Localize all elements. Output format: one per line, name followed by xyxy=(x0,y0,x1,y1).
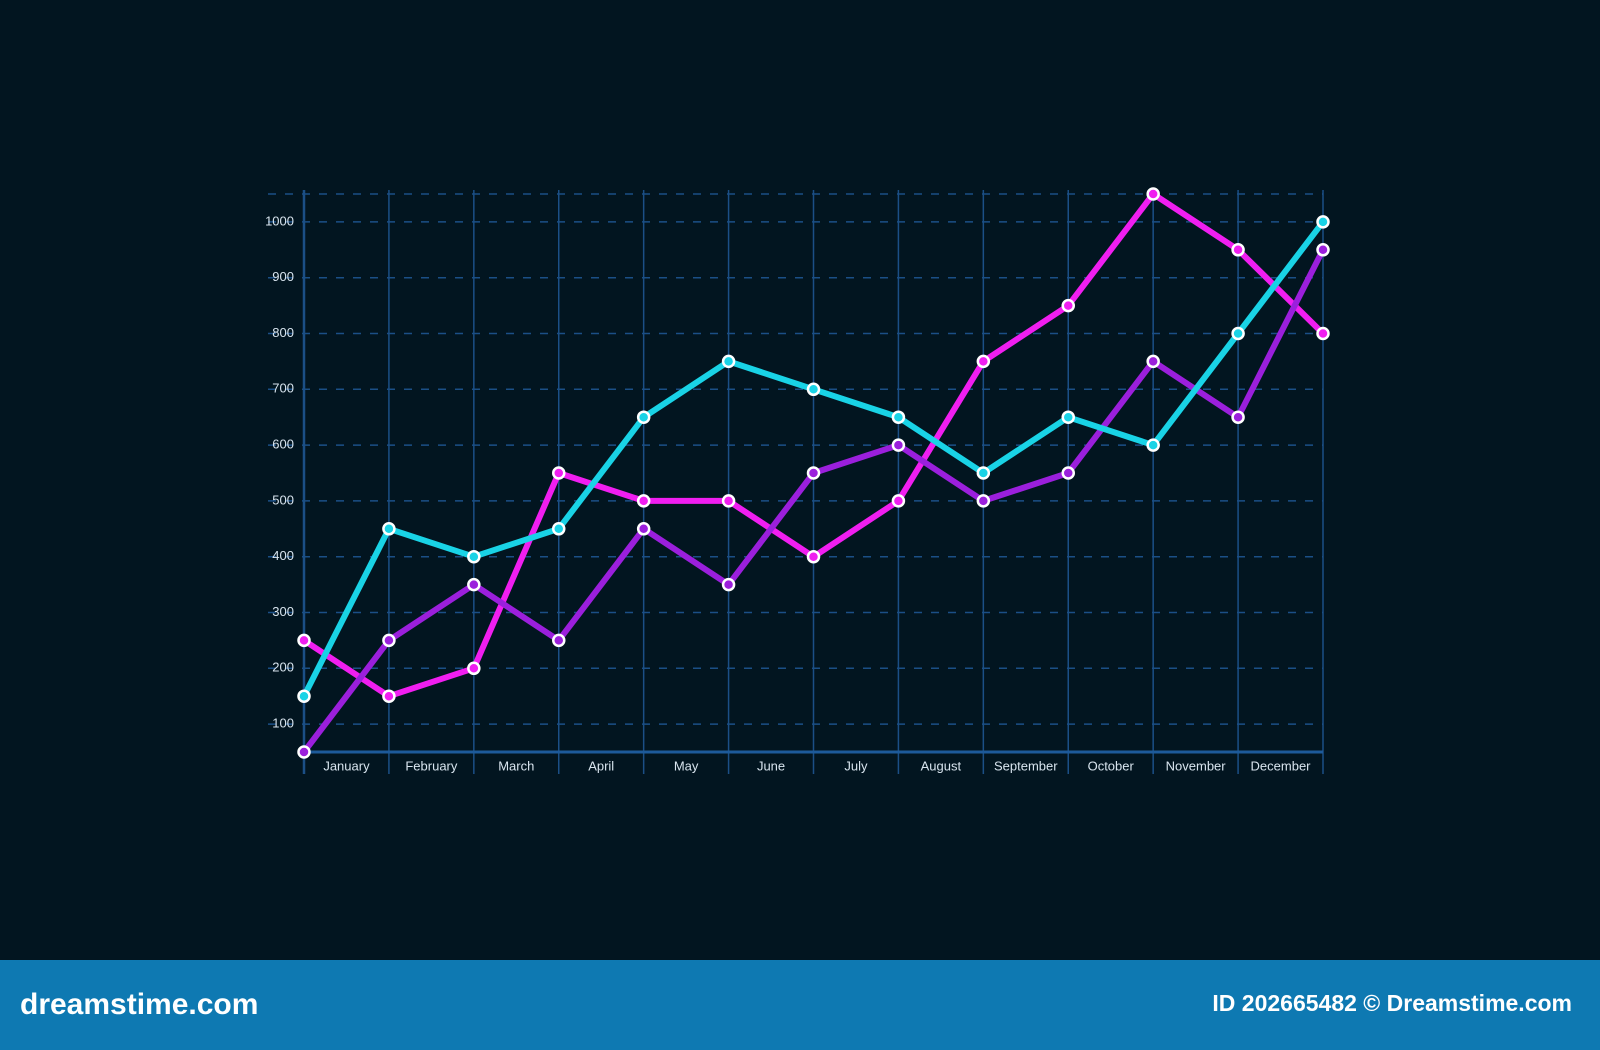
x-tick-label: August xyxy=(921,758,962,773)
point xyxy=(806,549,821,564)
point xyxy=(467,549,481,564)
point xyxy=(1146,438,1160,452)
point xyxy=(1061,298,1075,313)
x-tick-label: September xyxy=(994,758,1058,773)
point xyxy=(1316,215,1330,229)
point xyxy=(806,382,821,397)
point xyxy=(1316,243,1330,257)
x-tick-label: October xyxy=(1088,758,1135,773)
x-tick-label: April xyxy=(588,758,614,773)
point xyxy=(1146,187,1160,201)
y-tick-label: 900 xyxy=(272,269,294,284)
point xyxy=(976,494,991,508)
x-tick-label: March xyxy=(498,758,534,773)
x-tick-label: January xyxy=(323,758,370,773)
point xyxy=(891,410,906,424)
point xyxy=(382,522,396,536)
y-tick-label: 600 xyxy=(272,437,294,452)
point xyxy=(297,633,311,648)
point xyxy=(1316,326,1330,341)
y-tick-label: 1000 xyxy=(265,213,294,228)
x-tick-label: December xyxy=(1251,758,1312,773)
footer-brand: dreamstime.com xyxy=(20,988,259,1021)
point xyxy=(552,522,566,536)
point xyxy=(467,661,481,676)
point xyxy=(976,466,991,480)
point xyxy=(721,354,736,369)
point xyxy=(1231,410,1245,424)
point xyxy=(636,410,651,424)
x-tick-label: February xyxy=(405,758,458,773)
y-tick-label: 200 xyxy=(272,660,294,675)
y-tick-label: 100 xyxy=(272,716,294,731)
y-tick-label: 800 xyxy=(272,325,294,340)
point xyxy=(636,494,651,508)
footer-id: ID 202665482 © Dreamstime.com xyxy=(1212,990,1572,1016)
point xyxy=(636,522,651,536)
y-tick-label: 300 xyxy=(272,604,294,619)
point xyxy=(382,689,396,703)
y-tick-label: 500 xyxy=(272,492,294,507)
point xyxy=(976,354,991,369)
point xyxy=(1231,326,1245,341)
point xyxy=(467,577,481,592)
point xyxy=(1061,466,1075,480)
chart: 100 200 300 400 500 600 700 800 900 1000 January Fe… xyxy=(265,187,1330,774)
point xyxy=(552,466,566,480)
point xyxy=(1146,354,1160,369)
point xyxy=(806,466,821,480)
x-tick-label: May xyxy=(674,758,699,773)
point xyxy=(297,745,311,759)
point xyxy=(382,633,396,648)
point xyxy=(891,438,906,452)
point xyxy=(297,689,311,703)
x-tick-label: July xyxy=(844,758,868,773)
point xyxy=(552,633,566,648)
point xyxy=(1061,410,1075,424)
point xyxy=(1231,243,1245,257)
footer: dreamstime.com ID 202665482 © Dreamstime… xyxy=(0,960,1600,1050)
x-tick-label: June xyxy=(757,758,785,773)
point xyxy=(721,494,736,508)
point xyxy=(721,577,736,592)
x-tick-label: November xyxy=(1166,758,1227,773)
y-tick-label: 700 xyxy=(272,381,294,396)
y-tick-label: 400 xyxy=(272,548,294,563)
point xyxy=(891,494,906,508)
